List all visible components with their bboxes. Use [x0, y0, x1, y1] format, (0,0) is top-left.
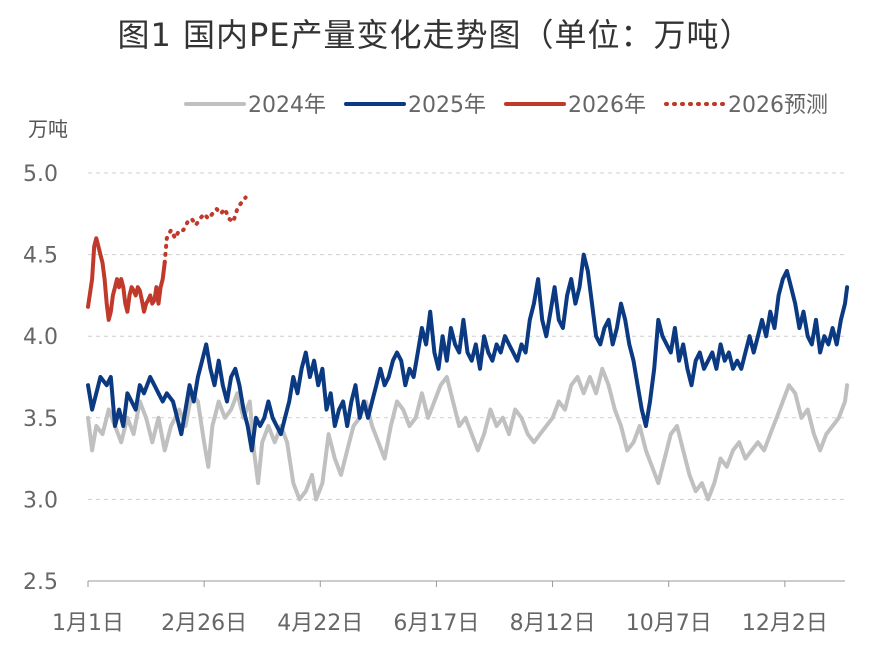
legend: 2024年 2025年 2026年 2026预测	[184, 93, 828, 118]
legend-label-0: 2024年	[248, 93, 326, 118]
x-tick-label: 10月7日	[626, 611, 712, 636]
y-tick-label: 5.0	[23, 162, 58, 187]
y-tick-label: 2.5	[23, 570, 58, 595]
legend-label-2: 2026年	[568, 93, 646, 118]
y-tick-label: 4.5	[23, 244, 58, 269]
y-tick-label: 3.0	[23, 488, 58, 513]
y-unit-label: 万吨	[28, 117, 68, 141]
x-tick-label: 8月12日	[510, 611, 596, 636]
axes: 2.5 3.0 3.5 4.0 4.5 5.0 1月1日 2月26日 4月22日 6月17日 8月1…	[23, 162, 845, 636]
y-tick-label: 3.5	[23, 407, 58, 432]
series-line-0	[86, 366, 850, 502]
series-lines	[86, 195, 850, 502]
series-line-2	[86, 236, 167, 322]
legend-label-1: 2025年	[408, 93, 486, 118]
legend-label-3: 2026预测	[728, 93, 828, 118]
series-line-1	[86, 252, 850, 453]
x-tick-label: 6月17日	[393, 611, 479, 636]
series-line-3	[162, 195, 248, 265]
chart-title: 图1 国内PE产量变化走势图（单位：万吨）	[117, 16, 753, 54]
x-tick-label: 2月26日	[161, 611, 247, 636]
y-tick-label: 4.0	[23, 325, 58, 350]
x-tick-label: 1月1日	[52, 611, 124, 636]
x-tick-label: 12月2日	[742, 611, 828, 636]
x-tick-label: 4月22日	[277, 611, 363, 636]
